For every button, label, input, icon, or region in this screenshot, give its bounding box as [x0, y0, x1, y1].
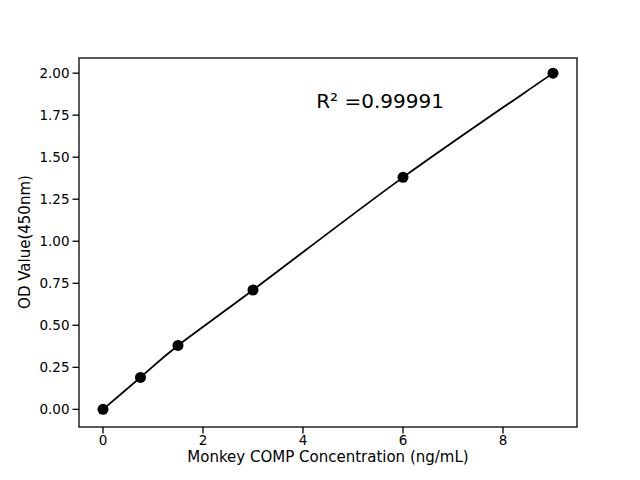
y-tick-label: 1.75	[39, 107, 69, 123]
data-point-marker	[248, 284, 259, 295]
y-tick-label: 0.25	[39, 359, 69, 375]
x-tick-label: 4	[299, 432, 308, 448]
x-tick-label: 2	[199, 432, 208, 448]
data-point-marker	[548, 68, 559, 79]
y-tick-label: 0.00	[39, 401, 69, 417]
y-tick-label: 1.25	[39, 191, 69, 207]
r-squared-annotation: R² =0.99991	[316, 89, 444, 113]
y-tick-label: 0.50	[39, 317, 69, 333]
y-tick-label: 2.00	[39, 65, 69, 81]
data-point-marker	[135, 372, 146, 383]
y-axis-label: OD Value(450nm)	[16, 175, 34, 309]
x-tick-label: 8	[499, 432, 508, 448]
x-axis-label: Monkey COMP Concentration (ng/mL)	[79, 448, 577, 466]
y-tick-label: 1.00	[39, 233, 69, 249]
data-point-marker	[173, 340, 184, 351]
data-point-marker	[398, 172, 409, 183]
y-tick-label: 0.75	[39, 275, 69, 291]
standard-curve-plot: 0 2 4 6 8 0.00 0.25 0.50 0.75 1.00 1.25 1.50 1.75 2.0…	[0, 0, 640, 480]
x-tick-label: 0	[99, 432, 108, 448]
chart-figure: 0 2 4 6 8 0.00 0.25 0.50 0.75 1.00 1.25 1.50 1.75 2.0…	[0, 0, 640, 480]
x-tick-label: 6	[399, 432, 408, 448]
data-point-marker	[98, 404, 109, 415]
y-tick-label: 1.50	[39, 149, 69, 165]
